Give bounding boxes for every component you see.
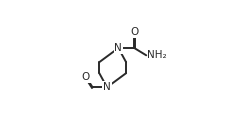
Text: N: N (103, 82, 111, 92)
Text: NH₂: NH₂ (147, 50, 166, 60)
Text: N: N (114, 43, 122, 53)
Text: O: O (82, 72, 90, 82)
Text: O: O (130, 27, 139, 37)
